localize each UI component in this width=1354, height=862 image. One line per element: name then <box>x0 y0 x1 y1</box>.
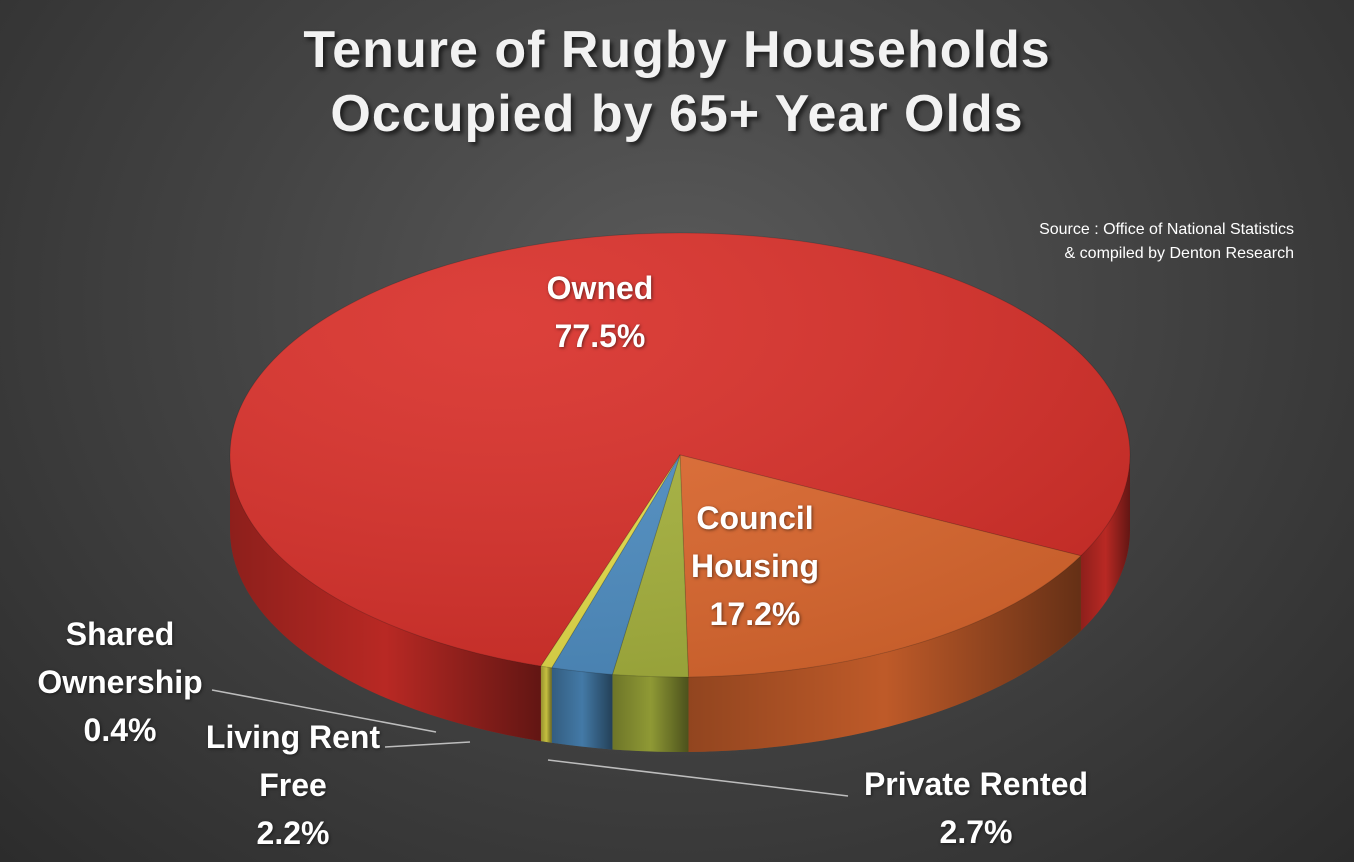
pie-side-shade-council-housing <box>688 555 1081 752</box>
pie-side-shade-owned-1 <box>1080 455 1130 631</box>
pie-side-shade-shared-ownership <box>540 666 552 743</box>
pie-side-shade-owned <box>230 455 541 742</box>
slice-value-private-rented: 2.7% <box>939 814 1013 850</box>
leader-line-living-rent-free <box>384 741 471 748</box>
slice-name-council-housing-line-2: Housing <box>691 548 819 584</box>
slice-value-owned: 77.5% <box>554 318 646 354</box>
slice-label-shared-ownership: Shared Ownership 0.4% <box>20 610 220 754</box>
pie-side-shade-private-rented <box>612 674 689 752</box>
slice-value-living-rent-free: 2.2% <box>256 815 330 851</box>
pie-tops <box>229 232 1131 678</box>
chart-title: Tenure of Rugby Households Occupied by 6… <box>0 18 1354 146</box>
source-line-1: Source : Office of National Statistics <box>1039 221 1294 238</box>
slice-name-council-housing-line-1: Council <box>696 500 814 536</box>
slice-name-owned: Owned <box>546 270 654 306</box>
pie-sides <box>230 455 1130 752</box>
slice-name-private-rented: Private Rented <box>863 766 1089 802</box>
leader-lines <box>211 689 849 797</box>
slice-name-living-rent-free-line-2: Free <box>259 767 327 803</box>
slice-label-council-housing: Council Housing 17.2% <box>655 494 855 638</box>
chart-title-line-2: Occupied by 65+ Year Olds <box>330 85 1024 143</box>
leader-line-shared-ownership <box>211 689 437 733</box>
slice-label-owned: Owned 77.5% <box>500 264 700 360</box>
slice-name-living-rent-free-line-1: Living Rent <box>205 719 381 755</box>
chart-title-line-1: Tenure of Rugby Households <box>303 21 1051 79</box>
pie-side-shade-living-rent-free <box>551 667 613 750</box>
slice-value-council-housing: 17.2% <box>709 596 801 632</box>
slice-label-private-rented: Private Rented 2.7% <box>836 760 1116 856</box>
slice-name-shared-ownership-line-1: Shared <box>65 616 175 652</box>
slice-label-living-rent-free: Living Rent Free 2.2% <box>188 713 398 857</box>
slice-name-shared-ownership-line-2: Ownership <box>37 664 203 700</box>
source-note: Source : Office of National Statistics &… <box>894 218 1294 266</box>
pie-top-highlight <box>230 233 1130 677</box>
slice-value-shared-ownership: 0.4% <box>83 712 157 748</box>
leader-line-private-rented <box>547 759 849 797</box>
source-line-2: & compiled by Denton Research <box>1064 245 1294 262</box>
